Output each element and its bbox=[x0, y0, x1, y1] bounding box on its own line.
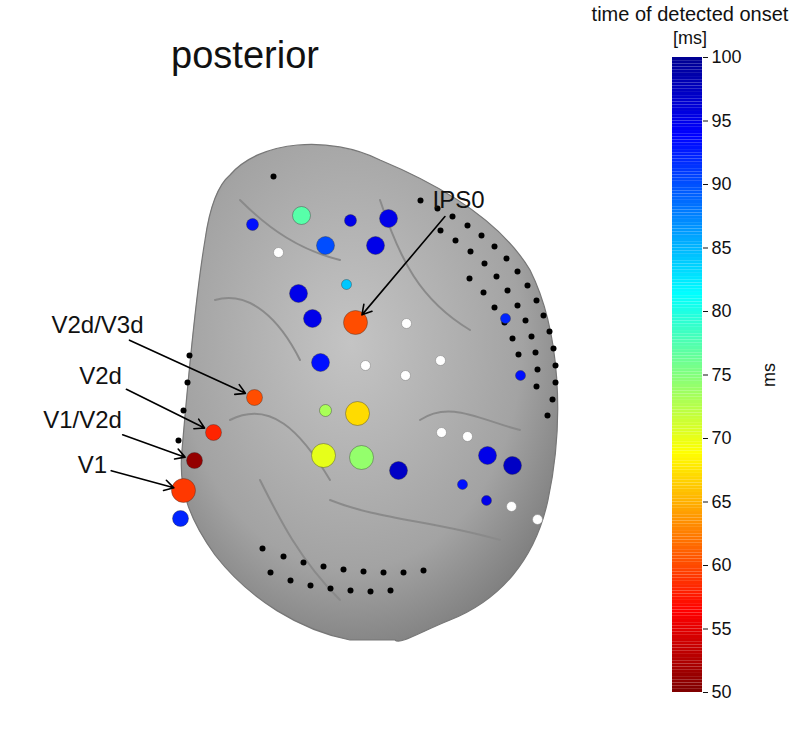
svg-text:V2d: V2d bbox=[79, 362, 122, 389]
svg-text:70: 70 bbox=[712, 428, 732, 448]
svg-text:V2d/V3d: V2d/V3d bbox=[51, 311, 143, 338]
html-text:time of detected onset: time of detected onset bbox=[591, 3, 789, 25]
svg-text:100: 100 bbox=[712, 47, 742, 67]
svg-text:85: 85 bbox=[712, 238, 732, 258]
html-text:posterior: posterior bbox=[171, 34, 319, 76]
svg-text:V1/V2d: V1/V2d bbox=[43, 406, 122, 433]
svg-text:65: 65 bbox=[712, 492, 732, 512]
svg-text:ms: ms bbox=[759, 363, 779, 387]
svg-text:75: 75 bbox=[712, 365, 732, 385]
svg-text:90: 90 bbox=[712, 174, 732, 194]
svg-text:55: 55 bbox=[712, 619, 732, 639]
svg-text:60: 60 bbox=[712, 555, 732, 575]
html-text:[ms]: [ms] bbox=[673, 28, 707, 48]
svg-text:95: 95 bbox=[712, 111, 732, 131]
svg-text:50: 50 bbox=[712, 682, 732, 702]
svg-text:V1: V1 bbox=[78, 451, 107, 478]
svg-text:IPS0: IPS0 bbox=[432, 186, 484, 213]
svg-text:80: 80 bbox=[712, 301, 732, 321]
